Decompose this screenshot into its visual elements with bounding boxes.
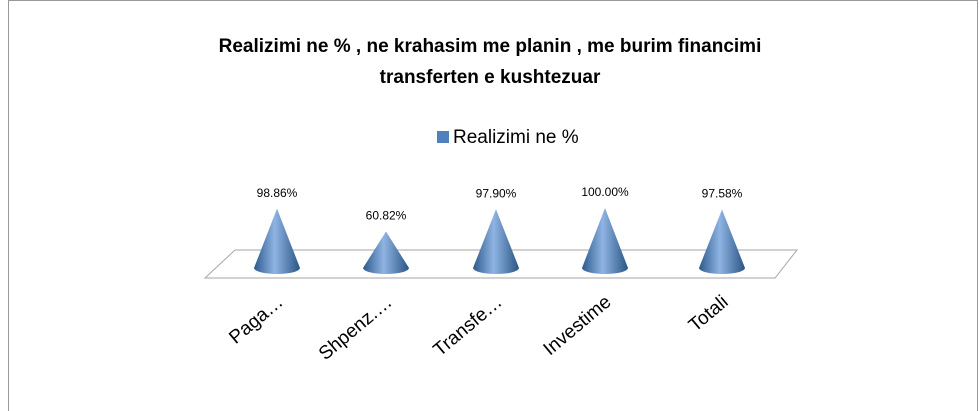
chart-title: Realizimi ne % , ne krahasim me planin ,… bbox=[219, 36, 762, 57]
data-label: 97.90% bbox=[476, 186, 517, 200]
legend-label: Realizimi ne % bbox=[453, 127, 579, 148]
data-label: 98.86% bbox=[257, 186, 298, 200]
data-label: 100.00% bbox=[581, 185, 629, 199]
chart-title: transferten e kushtezuar bbox=[380, 67, 601, 88]
cone bbox=[254, 208, 300, 274]
cone bbox=[582, 208, 628, 274]
data-label: 97.58% bbox=[702, 187, 743, 201]
chart-border bbox=[8, 0, 978, 411]
cone bbox=[473, 209, 519, 274]
cone bbox=[699, 209, 745, 274]
cone bbox=[363, 231, 409, 274]
data-label: 60.82% bbox=[366, 209, 407, 223]
legend-swatch bbox=[437, 131, 449, 143]
